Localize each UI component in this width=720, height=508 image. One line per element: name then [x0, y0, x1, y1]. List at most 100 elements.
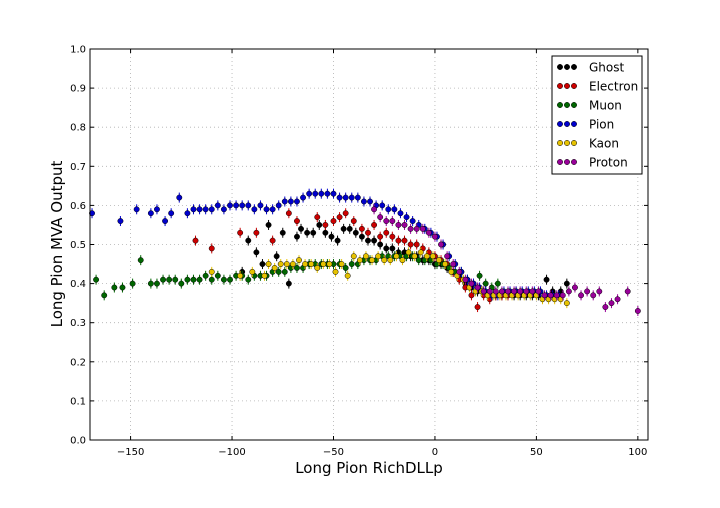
- data-point-pion: [202, 206, 209, 213]
- data-point-proton: [505, 288, 511, 295]
- data-point-electron: [474, 304, 481, 311]
- data-point-kaon: [283, 261, 290, 267]
- data-point-electron: [413, 241, 420, 248]
- data-point-proton: [468, 280, 475, 287]
- data-point-proton: [584, 288, 591, 295]
- data-point-muon: [101, 292, 108, 299]
- data-point-electron: [401, 237, 408, 244]
- data-point-kaon: [265, 261, 272, 267]
- legend-item-electron: Electron: [557, 80, 638, 94]
- data-point-kaon: [338, 261, 345, 267]
- data-point-ghost: [563, 280, 570, 287]
- data-point-proton: [535, 288, 542, 295]
- data-point-proton: [559, 292, 566, 299]
- data-point-proton: [450, 261, 457, 267]
- data-point-proton: [624, 288, 631, 295]
- data-point-proton: [596, 288, 603, 295]
- data-point-proton: [425, 229, 432, 236]
- data-point-electron: [371, 222, 378, 228]
- data-point-pion: [306, 190, 313, 197]
- data-point-pion: [391, 206, 398, 213]
- legend-marker-ghost: [564, 64, 570, 70]
- data-point-muon: [202, 272, 209, 279]
- data-point-ghost: [310, 229, 317, 236]
- data-point-kaon: [332, 268, 339, 275]
- data-point-proton: [608, 300, 615, 307]
- data-point-pion: [281, 198, 288, 205]
- data-point-ghost: [298, 225, 304, 232]
- data-point-proton: [517, 288, 524, 295]
- data-point-pion: [147, 210, 154, 217]
- data-point-pion: [184, 210, 191, 217]
- x-tick-label: −100: [218, 447, 245, 458]
- data-point-pion: [330, 190, 337, 197]
- legend-item-proton: Proton: [557, 156, 628, 170]
- x-tick-label: −50: [323, 447, 344, 458]
- legend-label-proton: Proton: [589, 156, 628, 170]
- data-point-proton: [444, 253, 451, 260]
- data-point-proton: [565, 288, 572, 295]
- data-point-muon: [275, 268, 282, 275]
- data-point-pion: [214, 202, 221, 209]
- data-point-kaon: [326, 261, 333, 267]
- legend-box: [551, 55, 643, 175]
- data-point-ghost: [322, 229, 329, 236]
- data-point-kaon: [423, 253, 430, 260]
- data-point-muon: [178, 280, 185, 287]
- data-point-proton: [614, 296, 621, 303]
- data-point-proton: [419, 225, 426, 232]
- data-point-electron: [350, 218, 357, 224]
- data-point-pion: [251, 206, 258, 213]
- data-point-electron: [322, 222, 329, 228]
- legend-marker-proton: [571, 159, 577, 165]
- data-point-kaon: [442, 261, 449, 267]
- data-point-pion: [245, 202, 252, 209]
- legend-marker-proton: [557, 159, 563, 165]
- data-point-muon: [154, 280, 160, 287]
- data-point-muon: [93, 276, 100, 283]
- data-point-electron: [336, 214, 343, 221]
- data-point-proton: [413, 225, 420, 232]
- legend-label-kaon: Kaon: [589, 137, 619, 151]
- data-point-electron: [269, 237, 276, 244]
- data-point-ghost: [340, 225, 347, 232]
- data-point-pion: [168, 210, 175, 217]
- data-point-pion: [403, 214, 410, 221]
- data-point-electron: [395, 237, 402, 244]
- data-point-kaon: [237, 272, 244, 279]
- data-point-proton: [541, 292, 548, 299]
- data-point-kaon: [381, 257, 388, 264]
- data-point-pion: [154, 206, 160, 213]
- data-point-pion: [263, 206, 270, 213]
- data-point-ghost: [259, 261, 266, 267]
- data-point-electron: [314, 214, 321, 221]
- data-point-muon: [184, 276, 191, 283]
- data-point-ghost: [294, 233, 300, 240]
- data-point-muon: [196, 276, 203, 283]
- data-point-proton: [431, 233, 438, 240]
- x-tick-label: 50: [530, 447, 543, 458]
- data-point-muon: [220, 276, 227, 283]
- marks-layer: [89, 188, 641, 316]
- data-point-pion: [312, 190, 319, 197]
- data-point-electron: [192, 237, 199, 244]
- data-point-ghost: [328, 233, 335, 240]
- data-point-pion: [336, 194, 343, 201]
- data-point-electron: [342, 210, 349, 217]
- legend-marker-ghost: [571, 64, 577, 70]
- data-point-proton: [371, 206, 378, 213]
- data-point-proton: [480, 288, 487, 295]
- data-point-pion: [89, 210, 95, 217]
- data-point-ghost: [304, 229, 311, 236]
- data-point-ghost: [285, 280, 292, 287]
- data-point-proton: [474, 284, 481, 291]
- legend-marker-electron: [571, 83, 577, 89]
- data-point-electron: [383, 229, 390, 236]
- data-point-muon: [160, 276, 166, 283]
- y-tick-label: 0.9: [70, 84, 86, 95]
- data-point-proton: [634, 308, 641, 314]
- data-point-kaon: [429, 253, 436, 260]
- legend-label-electron: Electron: [589, 80, 638, 94]
- data-point-pion: [318, 190, 325, 197]
- data-point-proton: [547, 292, 554, 299]
